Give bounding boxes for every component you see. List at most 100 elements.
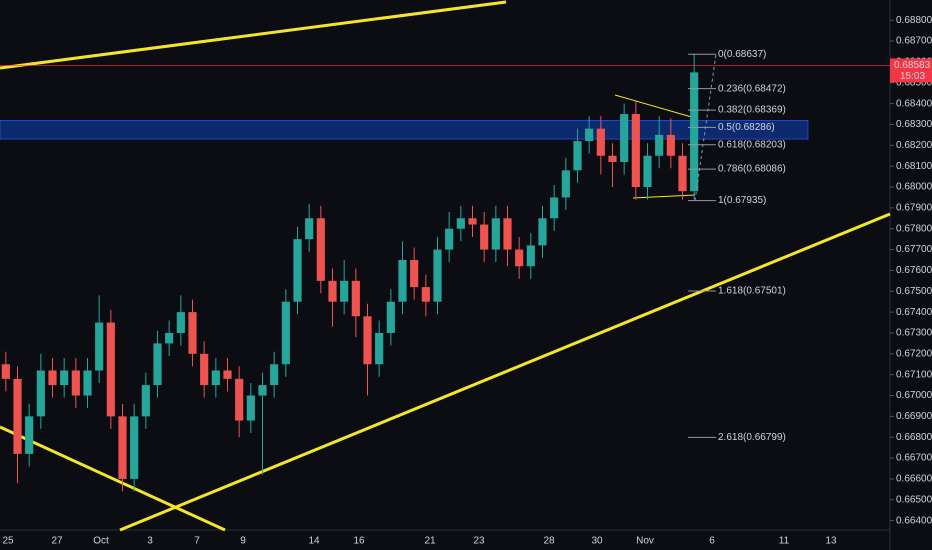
y-tick-label: 0.66500: [896, 494, 932, 505]
candle-body: [456, 218, 465, 229]
candle-body: [328, 280, 337, 302]
candle-body: [316, 218, 325, 281]
candle-body: [445, 228, 454, 250]
y-tick-label: 0.67600: [896, 265, 932, 276]
y-tick-label: 0.67900: [896, 203, 932, 214]
fib-label: 0.382(0.68369): [718, 105, 786, 116]
candle-body: [398, 259, 407, 302]
candle-body: [573, 141, 582, 171]
candle-body: [410, 259, 419, 288]
x-tick-label: 7: [194, 536, 200, 547]
y-tick-label: 0.68100: [896, 161, 932, 172]
last-price-box: [890, 58, 932, 83]
candle-body: [258, 385, 267, 396]
y-tick-label: 0.68700: [896, 36, 932, 47]
y-tick-label: 0.66800: [896, 432, 932, 443]
x-tick-label: 16: [353, 536, 365, 547]
candle-body: [596, 128, 605, 156]
x-tick-label: 27: [51, 536, 63, 547]
candle-body: [340, 280, 349, 302]
y-tick-label: 0.68000: [896, 182, 932, 193]
y-tick-label: 0.68400: [896, 98, 932, 109]
candle-body: [211, 370, 220, 386]
candle-body: [223, 370, 232, 379]
candle-body: [386, 301, 395, 333]
x-tick-label: 30: [591, 536, 603, 547]
y-tick-label: 0.68200: [896, 140, 932, 151]
candle-body: [608, 155, 617, 163]
y-tick-label: 0.66900: [896, 411, 932, 422]
candle-body: [176, 312, 185, 333]
candle-body: [95, 322, 104, 371]
fib-label: 0.786(0.68086): [718, 164, 786, 175]
candle-body: [130, 416, 139, 479]
candle-body: [71, 370, 80, 396]
candle-body: [643, 155, 652, 188]
candle-body: [561, 170, 570, 198]
candle-body: [153, 343, 162, 386]
candle-body: [375, 332, 384, 365]
trend-line: [119, 212, 891, 532]
y-tick-label: 0.68300: [896, 119, 932, 130]
x-tick-label: 21: [424, 536, 436, 547]
candle-body: [293, 239, 302, 302]
y-tick-label: 0.67800: [896, 223, 932, 234]
candle-body: [281, 301, 290, 365]
y-tick-label: 0.67500: [896, 286, 932, 297]
candle-body: [246, 395, 255, 421]
candle-body: [433, 249, 442, 302]
fib-label: 0.236(0.68472): [718, 83, 786, 94]
y-tick-label: 0.67000: [896, 390, 932, 401]
candle-body: [550, 197, 559, 219]
x-tick-label: 6: [709, 536, 715, 547]
fib-label: 2.618(0.66799): [718, 432, 786, 443]
candle-body: [620, 114, 629, 163]
fib-label: 0.618(0.68203): [718, 139, 786, 150]
candle-body: [25, 416, 34, 454]
fib-label: 0.5(0.68286): [718, 122, 775, 133]
candle-body: [188, 312, 197, 354]
trend-line: [632, 194, 696, 199]
candle-body: [480, 224, 489, 250]
candle-body: [491, 218, 500, 250]
candle-body: [106, 322, 115, 417]
trend-line: [0, 425, 226, 532]
x-tick-label: 9: [240, 536, 246, 547]
y-tick-label: 0.66400: [896, 515, 932, 526]
candle-body: [118, 416, 127, 479]
candle-body: [421, 287, 430, 302]
candle-body: [515, 249, 524, 267]
x-tick-label: 13: [825, 536, 837, 547]
candle-body: [141, 385, 150, 417]
fib-trend: [694, 54, 717, 201]
candle-body: [305, 218, 314, 240]
candle-body: [503, 218, 512, 250]
zone: [0, 120, 809, 140]
y-tick-label: 0.66600: [896, 474, 932, 485]
x-tick-label: 11: [779, 536, 790, 547]
trend-line: [0, 0, 507, 70]
y-tick-label: 0.68500: [896, 77, 932, 88]
y-tick-label: 0.68800: [896, 15, 932, 26]
y-tick-label: 0.67100: [896, 369, 932, 380]
candle-body: [235, 378, 244, 421]
candle-body: [363, 316, 372, 365]
last-price-label: 0.68583: [894, 60, 931, 71]
candle-body: [585, 128, 594, 142]
candle-body: [468, 218, 477, 225]
y-tick-label: 0.67300: [896, 328, 932, 339]
y-tick-label: 0.67700: [896, 244, 932, 255]
x-tick-label: 23: [473, 536, 485, 547]
y-tick-label: 0.67200: [896, 348, 932, 359]
x-tick-label: Nov: [636, 536, 654, 547]
candle-body: [351, 280, 360, 317]
candle-body: [526, 245, 535, 267]
fib-label: 1.618(0.67501): [718, 286, 786, 297]
fib-label: 0(0.68637): [718, 49, 766, 60]
fib-label: 1(0.67935): [718, 195, 766, 206]
x-tick-label: Oct: [93, 536, 109, 547]
candle-body: [678, 155, 687, 192]
candle-body: [1, 364, 10, 379]
x-tick-label: 28: [543, 536, 555, 547]
